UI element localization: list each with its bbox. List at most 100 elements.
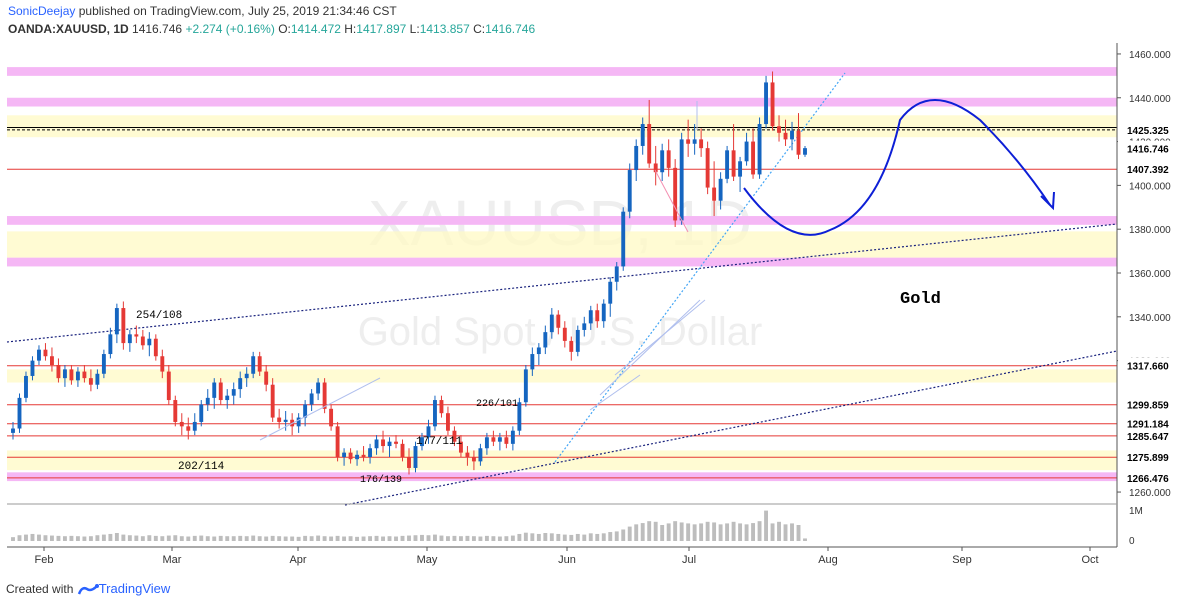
symbol-info: OANDA:XAUUSD, 1D 1416.746 +2.274 (+0.16%… bbox=[8, 22, 535, 36]
candle bbox=[407, 448, 411, 475]
volume-bar bbox=[478, 536, 483, 541]
candle bbox=[446, 406, 450, 436]
candle bbox=[478, 443, 483, 466]
candle-body bbox=[686, 139, 691, 144]
candle bbox=[764, 75, 768, 129]
candle-body bbox=[166, 371, 171, 401]
price-badge-label: 1407.392 bbox=[1127, 165, 1169, 176]
price-badge bbox=[1118, 396, 1188, 412]
candle-body bbox=[497, 437, 502, 442]
candle bbox=[309, 389, 314, 411]
volume-bar bbox=[309, 536, 314, 541]
arrow-head-icon bbox=[1040, 191, 1055, 211]
volume-bar bbox=[173, 535, 178, 541]
volume-bar bbox=[407, 535, 411, 541]
candle bbox=[251, 351, 256, 379]
volume-bar bbox=[11, 537, 15, 541]
volume-bar bbox=[374, 535, 379, 541]
candle-body bbox=[153, 338, 158, 357]
candle-body bbox=[355, 454, 360, 460]
annotation-label: 226/101 bbox=[476, 398, 518, 410]
candle bbox=[536, 343, 541, 365]
volume-layer bbox=[11, 510, 807, 541]
candle bbox=[666, 139, 671, 177]
support-zone bbox=[7, 231, 1117, 258]
candle bbox=[796, 113, 801, 160]
candle bbox=[433, 395, 437, 431]
volume-bar bbox=[296, 536, 301, 541]
candle bbox=[420, 432, 424, 451]
volume-bar bbox=[614, 531, 619, 541]
volume-bar bbox=[212, 536, 217, 541]
volume-bar bbox=[153, 535, 158, 541]
tradingview-link[interactable]: TradingView bbox=[98, 581, 171, 596]
candle-body bbox=[75, 371, 80, 381]
candle bbox=[173, 395, 178, 427]
volume-bar bbox=[471, 536, 476, 541]
x-tick-label: Jul bbox=[682, 554, 696, 566]
candle-body bbox=[374, 439, 379, 449]
candle bbox=[543, 325, 548, 355]
pattern-arrow bbox=[259, 377, 381, 441]
open-label: O: bbox=[278, 22, 291, 36]
candle-body bbox=[244, 373, 249, 379]
volume-bar bbox=[88, 536, 93, 541]
volume-bar bbox=[179, 536, 184, 541]
candle-body bbox=[653, 163, 658, 173]
volume-bar bbox=[316, 535, 321, 541]
candle bbox=[523, 365, 528, 407]
candle-body bbox=[647, 124, 652, 164]
candle bbox=[569, 336, 574, 361]
candle bbox=[50, 347, 54, 372]
candle-body bbox=[725, 150, 730, 179]
candle bbox=[491, 430, 496, 447]
candle bbox=[439, 395, 444, 418]
volume-bar bbox=[764, 510, 768, 541]
volume-bar bbox=[595, 533, 600, 541]
volume-bar bbox=[621, 529, 626, 541]
candle bbox=[82, 365, 87, 383]
candle-body bbox=[407, 457, 411, 468]
volume-bar bbox=[673, 521, 678, 541]
volume-bar bbox=[433, 534, 437, 541]
candle-body bbox=[660, 150, 665, 173]
candle bbox=[725, 145, 730, 184]
candle bbox=[504, 430, 509, 449]
candle-body bbox=[173, 400, 178, 422]
candle bbox=[458, 435, 463, 457]
volume-bar bbox=[82, 536, 87, 541]
candle bbox=[303, 400, 308, 427]
volume-bar bbox=[166, 535, 171, 541]
candle bbox=[205, 389, 210, 411]
candle-body bbox=[575, 329, 580, 352]
candle-body bbox=[536, 347, 541, 355]
candle-body bbox=[452, 430, 457, 442]
candle bbox=[699, 128, 704, 157]
author-name[interactable]: SonicDeejay bbox=[8, 4, 76, 18]
candle bbox=[575, 325, 580, 357]
candle bbox=[517, 397, 522, 436]
candle-body bbox=[484, 437, 489, 449]
volume-bar bbox=[705, 521, 710, 541]
candle bbox=[582, 316, 587, 337]
trendline-lower bbox=[344, 350, 1118, 506]
candle bbox=[608, 277, 613, 317]
candle-body bbox=[543, 332, 548, 348]
close-label: C: bbox=[473, 22, 486, 36]
volume-bar bbox=[95, 535, 100, 541]
trendlines bbox=[6, 72, 1118, 506]
candle bbox=[783, 119, 788, 146]
volume-bar bbox=[686, 523, 691, 541]
candle-body bbox=[601, 303, 606, 322]
candle bbox=[270, 378, 275, 422]
candles-layer[interactable] bbox=[11, 71, 807, 475]
candle-body bbox=[777, 126, 781, 133]
candle-body bbox=[627, 170, 632, 212]
candle-body bbox=[11, 428, 15, 433]
candle-body bbox=[608, 281, 613, 304]
volume-bar bbox=[699, 523, 704, 541]
candle-body bbox=[679, 139, 684, 221]
candle-body bbox=[88, 378, 93, 385]
volume-bar bbox=[257, 536, 262, 541]
